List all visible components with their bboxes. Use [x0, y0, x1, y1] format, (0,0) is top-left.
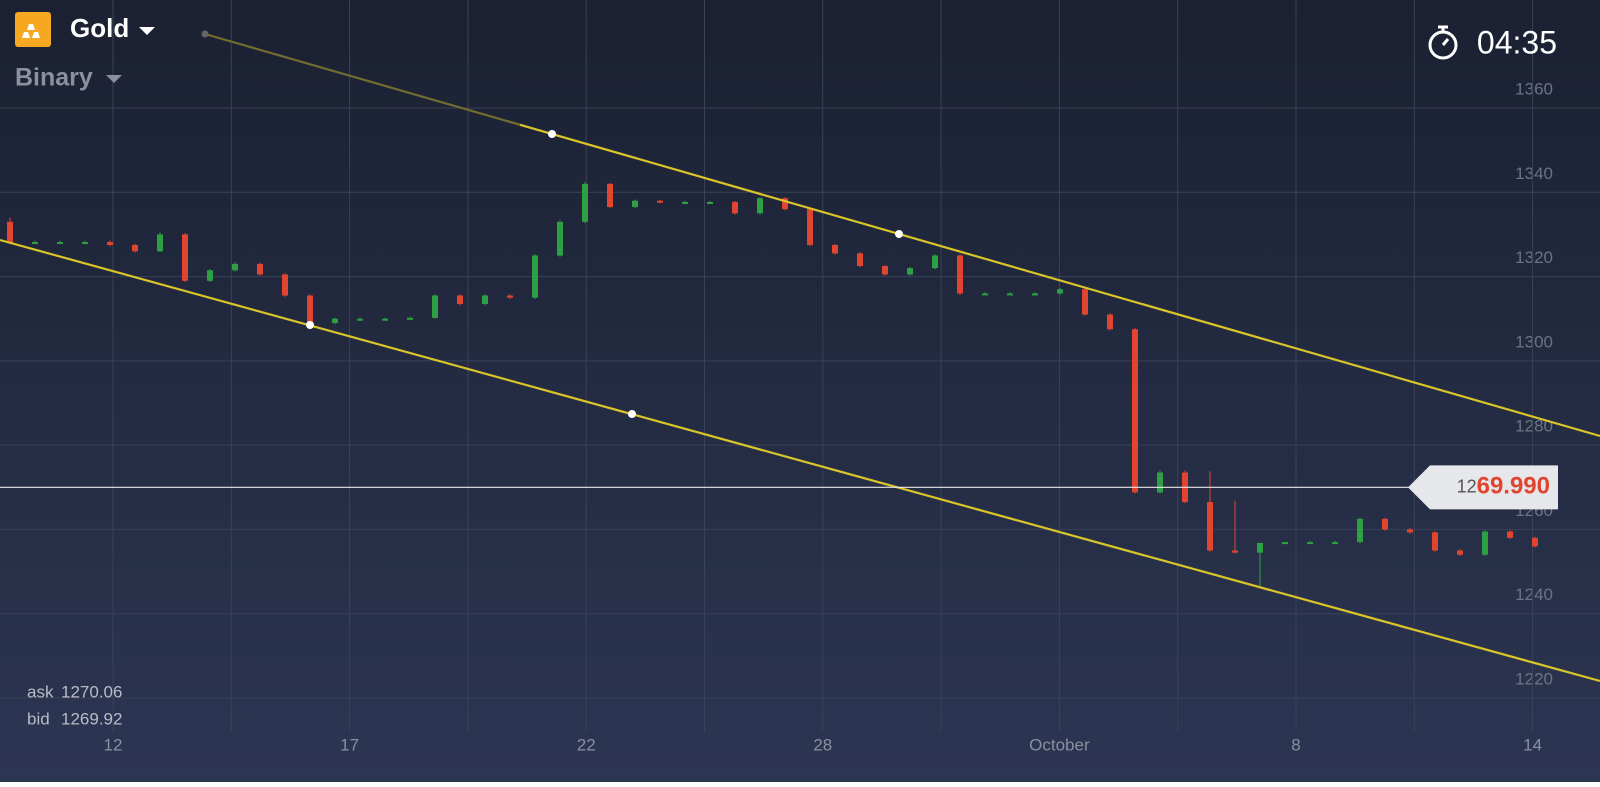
candle-body [1207, 502, 1213, 551]
candle-body [7, 221, 13, 243]
y-tick-label: 1360 [1515, 79, 1553, 98]
x-tick-label: October [1029, 735, 1090, 754]
candle-body [982, 293, 988, 296]
candle-body [857, 253, 863, 267]
y-tick-label: 1280 [1515, 417, 1553, 436]
candle-body [357, 318, 363, 321]
candle-body [282, 274, 288, 296]
candle-body [657, 200, 663, 203]
handle[interactable] [895, 230, 903, 238]
candle-body [1032, 293, 1038, 296]
candle-body [157, 234, 163, 252]
candle-body [1257, 542, 1263, 553]
handle[interactable] [628, 410, 636, 418]
candle-body [507, 295, 513, 298]
candle-body [1282, 542, 1288, 545]
candle-body [607, 183, 613, 208]
y-tick-label: 1300 [1515, 332, 1553, 351]
candle-body [632, 200, 638, 208]
candle-body [957, 255, 963, 294]
candle-body [707, 201, 713, 204]
x-tick-label: 28 [813, 735, 832, 754]
candle-body [1482, 531, 1488, 555]
candle-body [1057, 289, 1063, 294]
candle-body [82, 242, 88, 245]
y-tick-label: 1320 [1515, 248, 1553, 267]
bid-label: bid [27, 709, 50, 728]
candle-body [782, 198, 788, 210]
candle-body [1382, 518, 1388, 530]
candle-body [407, 317, 413, 320]
ask-value: 1270.06 [61, 682, 122, 701]
x-tick-label: 17 [340, 735, 359, 754]
candle-body [1432, 532, 1438, 551]
dropdown-arrow[interactable] [139, 27, 155, 35]
candle-body [482, 295, 488, 304]
handle[interactable] [201, 30, 209, 38]
candle-body [732, 201, 738, 214]
candle-body [107, 242, 113, 245]
asset-name[interactable]: Gold [70, 13, 129, 43]
candle-body [257, 263, 263, 275]
handle[interactable] [306, 321, 314, 329]
candle-body [132, 244, 138, 252]
candle-body [932, 255, 938, 269]
price-tag-text: 1269.990 [1457, 473, 1550, 500]
candle-body [57, 242, 63, 245]
candle-body [1107, 314, 1113, 330]
trend-fade [204, 32, 521, 127]
candle-body [1082, 289, 1088, 315]
x-tick-label: 8 [1291, 735, 1300, 754]
candle-body [207, 270, 213, 281]
ask-label: ask [27, 682, 54, 701]
candle-body [182, 234, 188, 281]
candle-body [557, 221, 563, 256]
candle-body [1132, 329, 1138, 493]
dropdown-arrow[interactable] [106, 75, 122, 83]
candle-body [432, 295, 438, 318]
candle-body [807, 209, 813, 245]
candle-body [1232, 550, 1238, 553]
candle-body [1407, 529, 1413, 533]
candle-body [1307, 542, 1313, 545]
y-tick-label: 1220 [1515, 669, 1553, 688]
mode[interactable]: Binary [15, 64, 93, 92]
candle-body [307, 295, 313, 323]
timer: 04:35 [1477, 24, 1557, 60]
candle-body [832, 244, 838, 254]
trend-line-lower[interactable] [0, 238, 1600, 683]
candle-body [1332, 542, 1338, 545]
candle-body [532, 255, 538, 298]
candle-body [682, 201, 688, 204]
candle-body [882, 266, 888, 275]
timer-icon-hand [1438, 25, 1450, 46]
candle-body [1532, 537, 1538, 547]
candle-body [1007, 293, 1013, 296]
candle-body [32, 242, 38, 245]
candle-body [232, 263, 238, 271]
candle-body [1507, 531, 1513, 538]
y-tick-label: 1240 [1515, 585, 1553, 604]
candle-body [332, 318, 338, 323]
x-tick-label: 14 [1523, 735, 1542, 754]
handle[interactable] [548, 130, 556, 138]
candle-body [1457, 550, 1463, 555]
candle-body [457, 295, 463, 304]
x-tick-label: 22 [577, 735, 596, 754]
candle-body [907, 268, 913, 275]
candle-body [582, 183, 588, 222]
candle-body [1157, 472, 1163, 493]
candle-body [382, 318, 388, 321]
price-tag [1408, 465, 1558, 510]
candle-body [1357, 518, 1363, 543]
x-tick-label: 12 [104, 735, 123, 754]
bid-value: 1269.92 [61, 709, 122, 728]
gold-bars [22, 24, 40, 38]
y-tick-label: 1340 [1515, 164, 1553, 183]
candle-body [757, 198, 763, 214]
price-main: 69.990 [1477, 473, 1550, 500]
price-lead: 12 [1457, 476, 1477, 496]
